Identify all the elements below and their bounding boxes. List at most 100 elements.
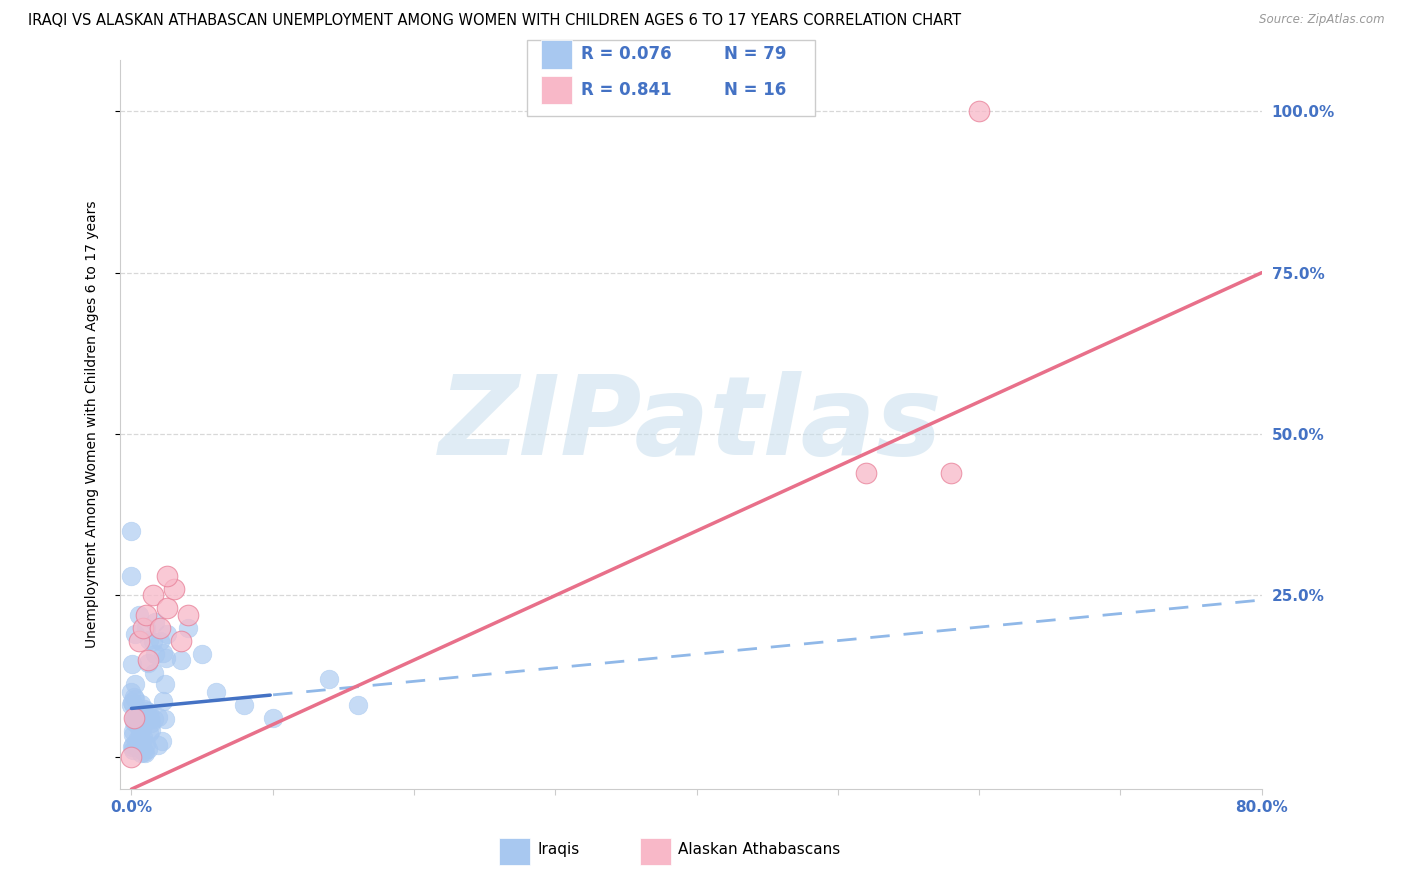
Point (125, 733, 148, 747)
Point (134, 706, 156, 721)
Point (139, 716, 162, 731)
Point (132, 621, 155, 635)
Point (163, 582, 186, 596)
Point (129, 698, 152, 712)
Point (122, 728, 145, 742)
Point (136, 709, 159, 723)
Point (135, 737, 157, 751)
Point (135, 621, 157, 635)
Point (121, 724, 143, 739)
Text: R = 0.076: R = 0.076 (581, 45, 671, 63)
Point (128, 733, 150, 747)
Point (128, 633, 150, 648)
Point (155, 651, 177, 665)
Point (125, 736, 148, 750)
Point (177, 607, 200, 622)
Point (142, 633, 165, 648)
Point (120, 524, 142, 538)
Point (125, 714, 148, 728)
Point (127, 739, 149, 753)
Point (152, 694, 174, 708)
Point (120, 750, 142, 764)
Point (136, 657, 159, 671)
Point (132, 730, 155, 744)
Y-axis label: Unemployment Among Women with Children Ages 6 to 17 years: Unemployment Among Women with Children A… (86, 201, 100, 648)
Point (191, 647, 214, 661)
Point (138, 706, 160, 721)
Point (142, 712, 165, 726)
Point (121, 657, 143, 672)
Point (855, 466, 877, 480)
Point (262, 711, 284, 725)
Point (128, 726, 150, 740)
Point (125, 738, 148, 752)
Point (156, 601, 179, 615)
Point (121, 739, 143, 754)
Point (155, 712, 177, 726)
Point (138, 712, 160, 726)
Point (146, 709, 169, 723)
Point (152, 646, 174, 660)
Point (233, 698, 256, 713)
Point (136, 705, 159, 719)
Point (153, 677, 176, 691)
Point (128, 607, 150, 622)
Point (128, 738, 150, 752)
Point (124, 677, 146, 691)
Point (170, 633, 193, 648)
Text: Alaskan Athabascans: Alaskan Athabascans (678, 842, 839, 856)
Text: ZIPatlas: ZIPatlas (439, 371, 943, 478)
Point (205, 685, 228, 699)
Point (346, 698, 368, 713)
Point (122, 698, 145, 712)
Point (967, 104, 990, 119)
Point (132, 714, 155, 729)
Point (121, 695, 143, 709)
Point (124, 710, 146, 724)
Point (142, 589, 165, 603)
Point (132, 702, 155, 716)
Point (143, 666, 166, 681)
Point (127, 714, 149, 728)
Point (131, 746, 153, 760)
Point (149, 633, 172, 648)
Point (131, 721, 153, 735)
Point (177, 621, 200, 635)
Text: N = 16: N = 16 (724, 81, 786, 99)
Point (131, 734, 153, 748)
Point (139, 723, 162, 737)
Point (122, 711, 145, 725)
Point (122, 715, 145, 730)
Point (143, 647, 166, 661)
Point (145, 615, 167, 630)
Point (138, 742, 160, 756)
Point (134, 746, 156, 760)
Point (122, 690, 145, 705)
Point (121, 743, 143, 757)
Point (939, 466, 962, 480)
Point (132, 743, 155, 757)
Point (124, 692, 146, 706)
Point (156, 627, 179, 641)
Point (318, 673, 340, 687)
Point (138, 633, 160, 648)
Point (120, 685, 142, 699)
Point (120, 569, 142, 583)
Point (121, 739, 143, 753)
Point (120, 698, 142, 713)
Point (156, 569, 179, 583)
Point (127, 709, 149, 723)
Point (125, 739, 148, 754)
Point (150, 733, 173, 747)
Point (170, 653, 193, 667)
Point (124, 627, 146, 641)
Text: Source: ZipAtlas.com: Source: ZipAtlas.com (1260, 13, 1385, 27)
Point (148, 738, 170, 752)
Point (149, 621, 172, 635)
Point (127, 719, 149, 733)
Point (135, 607, 157, 622)
Point (132, 745, 155, 759)
Point (138, 653, 160, 667)
Text: N = 79: N = 79 (724, 45, 786, 63)
Point (138, 725, 160, 739)
